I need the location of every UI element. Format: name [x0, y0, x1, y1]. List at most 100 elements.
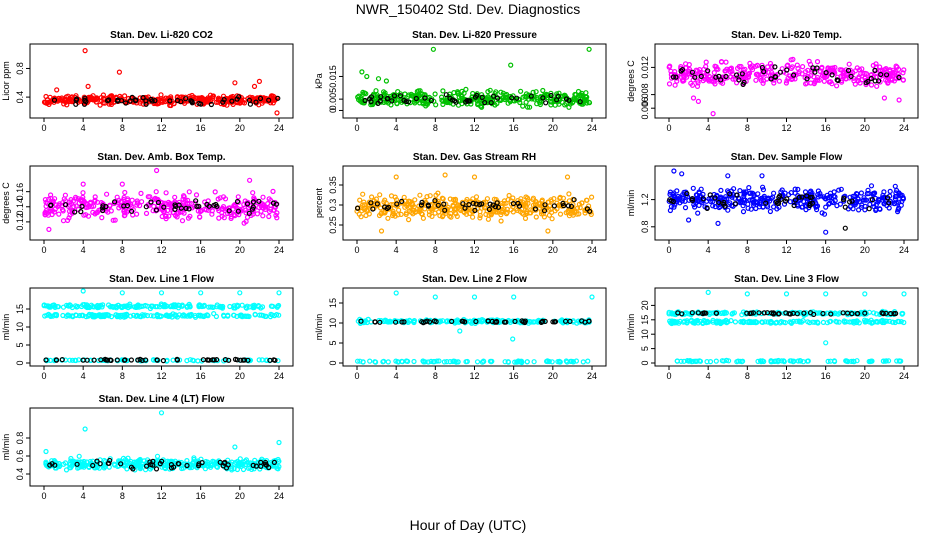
data-point: [432, 91, 438, 97]
y-tick-label: 10: [640, 329, 650, 339]
data-point: [689, 69, 696, 75]
data-point: [698, 75, 704, 82]
chart-panel-9: Stan. Dev. Line 3 Flow ml/min 0 4 8 12 16 20 24 0…: [626, 274, 919, 381]
x-tick-label: 12: [156, 491, 166, 501]
data-point: [488, 99, 494, 106]
data-point: [250, 190, 256, 196]
data-point: [51, 97, 58, 103]
data-point: [123, 100, 129, 106]
data-point: [419, 199, 425, 205]
data-point: [740, 203, 746, 209]
series-2: [667, 191, 892, 231]
data-point: [492, 204, 498, 210]
outlier-point: [842, 225, 848, 231]
data-point: [776, 78, 783, 84]
data-point: [162, 462, 168, 469]
data-point: [382, 197, 388, 203]
data-point: [843, 76, 849, 82]
data-point: [423, 103, 429, 109]
data-point: [524, 104, 531, 110]
data-point: [72, 357, 79, 363]
data-point: [723, 310, 729, 316]
data-point: [747, 197, 753, 203]
x-tick-label: 0: [666, 123, 671, 133]
data-point: [194, 203, 200, 209]
outlier-point: [715, 220, 721, 226]
data-point: [413, 95, 419, 102]
data-point: [820, 310, 826, 317]
data-point: [875, 319, 881, 325]
data-point: [262, 459, 269, 466]
outlier-point: [744, 291, 750, 297]
data-point: [92, 194, 98, 200]
data-point: [124, 203, 131, 209]
data-point: [122, 212, 128, 218]
data-point: [108, 357, 114, 363]
data-point: [691, 204, 698, 210]
data-point: [399, 97, 405, 104]
data-point: [667, 207, 674, 214]
data-point: [78, 209, 84, 215]
data-point: [886, 200, 892, 206]
x-tick-label: 4: [706, 245, 711, 255]
data-point: [728, 65, 735, 71]
data-point: [158, 301, 164, 307]
data-point: [246, 210, 252, 216]
data-point: [671, 318, 677, 324]
outlier-point: [759, 173, 765, 179]
data-point: [244, 214, 251, 220]
chart-panel-7: Stan. Dev. Line 1 Flow ml/min 0 4 8 12 16 20 24 0…: [1, 274, 294, 381]
data-point: [795, 186, 801, 192]
data-point: [189, 98, 195, 105]
data-point: [71, 460, 78, 466]
data-point: [474, 359, 481, 365]
data-point: [689, 310, 695, 316]
data-point: [883, 72, 890, 78]
data-point: [149, 304, 155, 310]
data-point: [80, 190, 86, 196]
x-tick-label: 16: [509, 245, 519, 255]
data-point: [753, 205, 759, 212]
data-point: [73, 203, 79, 209]
y-axis-label: percent: [314, 187, 324, 218]
data-point: [275, 95, 281, 101]
outlier-point: [256, 78, 262, 85]
data-point: [485, 94, 491, 100]
data-point: [845, 67, 852, 74]
data-point: [872, 67, 878, 74]
data-point: [258, 208, 264, 214]
data-point: [241, 220, 247, 226]
data-point: [482, 99, 488, 106]
data-point: [180, 95, 186, 101]
data-point: [768, 76, 774, 82]
data-point: [59, 207, 66, 213]
data-point: [367, 358, 373, 364]
data-point: [878, 71, 884, 78]
data-point: [63, 302, 70, 308]
data-point: [739, 359, 745, 365]
data-point: [759, 64, 766, 71]
x-tick-label: 16: [509, 371, 519, 381]
data-point: [494, 209, 500, 215]
data-point: [859, 66, 865, 72]
data-point: [73, 101, 79, 107]
data-point: [188, 201, 194, 207]
data-point: [422, 319, 428, 325]
series-3: [358, 318, 592, 326]
data-point: [814, 58, 821, 65]
data-point: [56, 202, 62, 209]
data-point: [748, 319, 754, 325]
data-point: [89, 204, 95, 210]
data-point: [705, 76, 712, 83]
outlier-point: [589, 294, 595, 300]
data-point: [896, 206, 902, 212]
data-point: [447, 359, 453, 365]
data-point: [56, 211, 62, 217]
data-point: [91, 357, 97, 363]
data-point: [470, 200, 476, 206]
data-point: [157, 461, 163, 467]
data-point: [105, 209, 111, 215]
data-point: [69, 357, 76, 363]
data-point: [269, 312, 275, 318]
data-point: [454, 89, 461, 95]
